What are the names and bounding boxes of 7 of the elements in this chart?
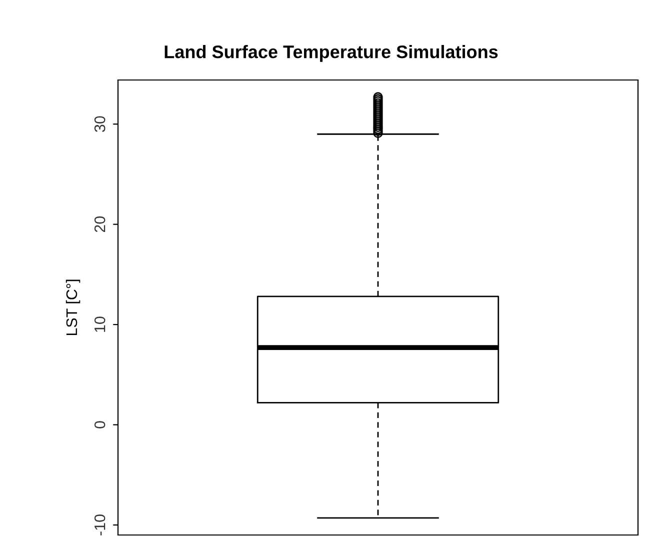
y-axis-title: LST [C°]	[66, 280, 80, 336]
y-tick-label: 20	[94, 216, 106, 232]
y-tick-label: 30	[94, 116, 106, 132]
y-tick-label: -10	[94, 514, 106, 536]
y-tick-label: 10	[94, 316, 106, 332]
chart-title: Land Surface Temperature Simulations	[164, 45, 498, 62]
y-tick-label: 0	[94, 421, 106, 428]
